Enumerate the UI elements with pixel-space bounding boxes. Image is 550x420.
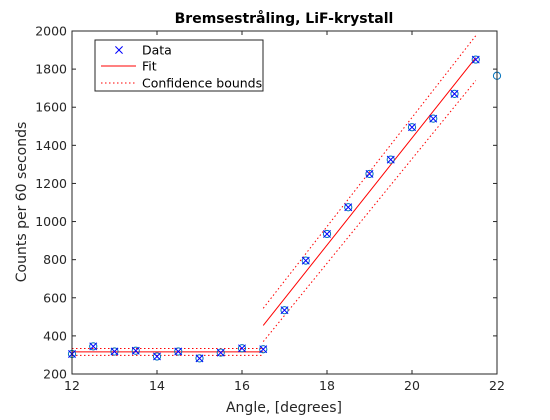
data-point-x-stroke (344, 203, 353, 212)
legend-label: Confidence bounds (142, 76, 262, 91)
axes: 12 14 16 18 20 22 200 400 600 800 1000 1200 1400 1600… (35, 24, 505, 394)
data-point (259, 345, 268, 354)
data-point (195, 354, 204, 363)
x-tick-label: 14 (149, 378, 165, 393)
y-tick-label: 1800 (35, 62, 67, 77)
legend-marker-x (115, 46, 123, 54)
data-point-circle (407, 123, 417, 132)
data-point (216, 348, 225, 357)
data-point-circle (344, 203, 353, 212)
data-point-x-stroke (110, 347, 119, 356)
legend-entry: Fit (101, 59, 157, 74)
legend-entry: Data (115, 43, 172, 58)
data-point (408, 123, 416, 132)
data-point (89, 342, 98, 351)
data-point-x-stroke (195, 354, 204, 363)
data-point-x-stroke (131, 346, 140, 355)
y-tick-label: 200 (43, 367, 67, 382)
data-point-x-stroke (450, 89, 459, 98)
data-point (238, 344, 246, 353)
data-point-circle (152, 352, 162, 361)
chart-title: Bremsestråling, LiF-krystall (175, 10, 394, 27)
data-point-circle (131, 346, 140, 355)
y-tick-label: 1400 (35, 138, 67, 153)
confidence-bound-line (262, 80, 477, 342)
data-point-x-stroke (471, 55, 480, 64)
x-axis-label: Angle, [degrees] (226, 400, 342, 416)
data-point (386, 155, 395, 164)
axes-box (71, 30, 498, 375)
data-point (301, 256, 310, 265)
data-point-circle (301, 256, 310, 265)
data-point (429, 114, 438, 123)
data-point-circle (89, 342, 98, 351)
fit-line (262, 57, 477, 326)
y-tick-label: 400 (43, 328, 67, 343)
x-tick-label: 20 (404, 378, 420, 393)
y-tick-label: 1000 (35, 214, 67, 229)
data-point-circle (450, 89, 459, 98)
data-point-circle (429, 114, 438, 123)
data-point-circle (386, 155, 395, 164)
x-tick-label: 12 (64, 378, 80, 393)
data-point (153, 352, 161, 361)
legend-label: Fit (142, 59, 157, 74)
data-point-x-stroke (301, 256, 310, 265)
data-point (450, 89, 459, 98)
data-point (344, 203, 353, 212)
y-tick-label: 600 (43, 290, 67, 305)
data-point-x-stroke (174, 347, 183, 356)
data-point-x-stroke (323, 229, 331, 238)
data-point-circle (216, 348, 225, 357)
data-point (174, 347, 183, 356)
legend-label: Data (142, 43, 172, 58)
plot-area (67, 35, 502, 363)
y-tick-label: 2000 (35, 24, 67, 39)
data-point-circle (259, 345, 268, 354)
x-tick-label: 22 (489, 378, 505, 393)
x-tick-label: 18 (319, 378, 335, 393)
data-point-circle (174, 347, 183, 356)
data-point-circle (237, 344, 247, 353)
data-point-x-stroke (386, 155, 395, 164)
data-point-x-stroke (408, 123, 416, 132)
data-point-x-stroke (280, 306, 289, 315)
y-axis-label: Counts per 60 seconds (14, 122, 30, 283)
data-point (110, 347, 119, 356)
data-point-x-stroke (429, 114, 438, 123)
data-point-x-stroke (216, 348, 225, 357)
data-point-x-stroke (259, 345, 268, 354)
data-point-circle (195, 354, 204, 363)
data-point-circle (280, 306, 289, 315)
data-point-x-stroke (153, 352, 161, 361)
data-point-x-stroke (89, 342, 98, 351)
data-point (471, 55, 480, 64)
data-point (280, 306, 289, 315)
confidence-bound-line (262, 35, 477, 309)
data-point-circle (365, 169, 374, 179)
x-tick-label: 16 (234, 378, 250, 393)
y-tick-label: 1600 (35, 100, 67, 115)
data-point-x-stroke (365, 169, 374, 178)
data-point-circle (322, 229, 332, 239)
data-point-x-stroke (238, 344, 246, 353)
data-point-circle (471, 55, 480, 64)
legend-entry: Confidence bounds (101, 76, 262, 91)
y-tick-label: 800 (43, 252, 67, 267)
data-point (131, 346, 140, 355)
y-tick-label: 1200 (35, 176, 67, 191)
data-point-circle (110, 347, 119, 356)
data-point (365, 169, 374, 178)
data-point (323, 229, 331, 238)
